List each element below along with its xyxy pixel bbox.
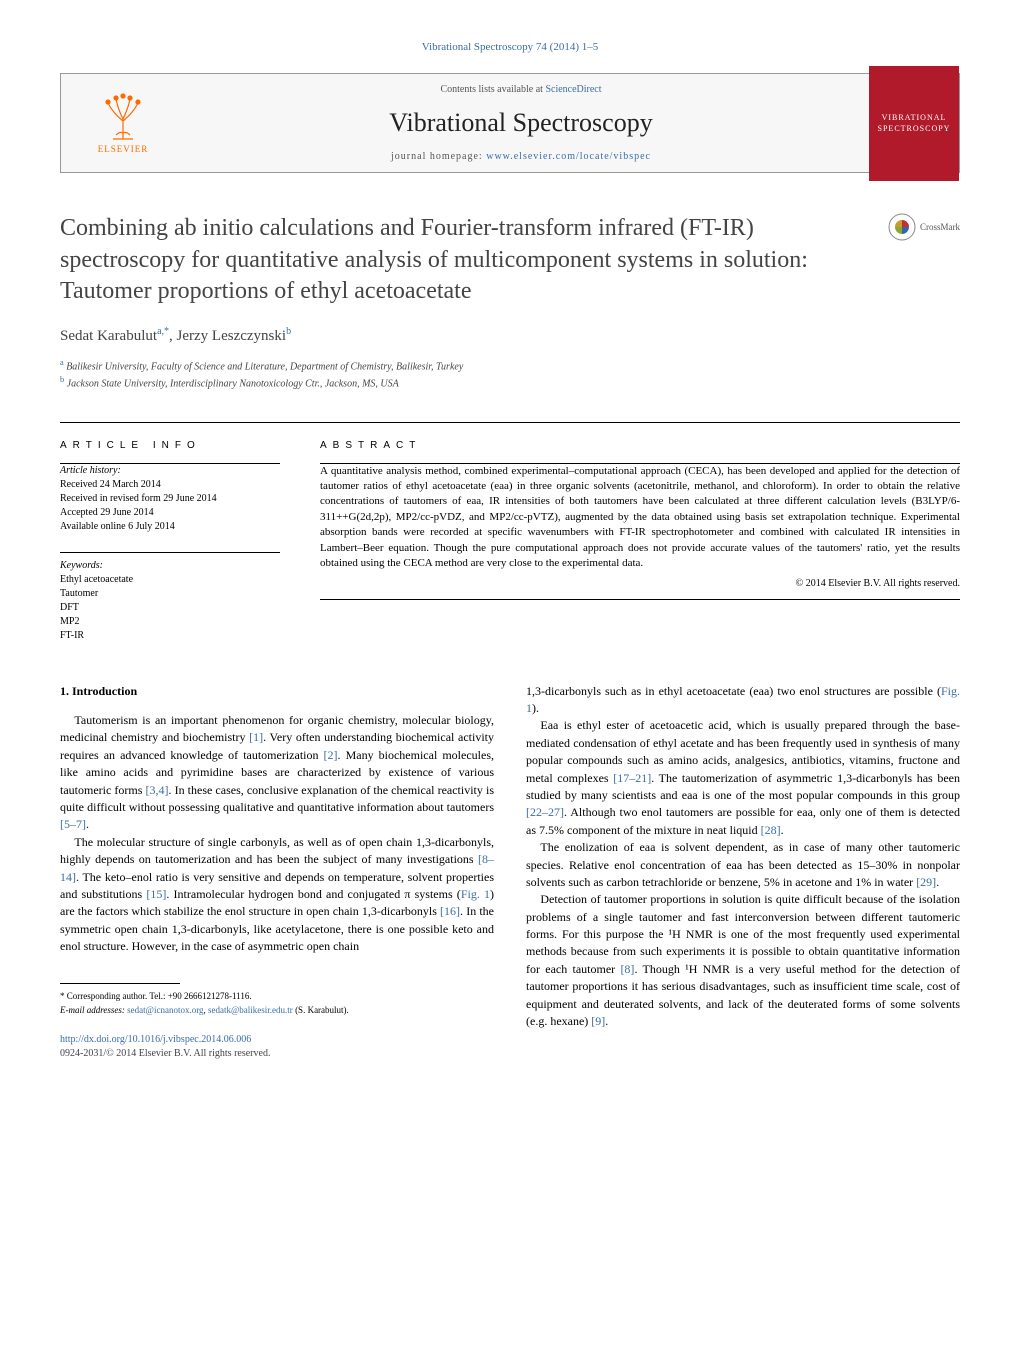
crossmark-label: CrossMark: [920, 221, 960, 234]
journal-name: Vibrational Spectroscopy: [173, 105, 869, 141]
affiliations: a Balikesir University, Faculty of Scien…: [60, 357, 960, 392]
history-accepted: Accepted 29 June 2014: [60, 506, 280, 520]
ref-29[interactable]: [29]: [916, 875, 936, 889]
ref-9[interactable]: [9]: [591, 1014, 605, 1028]
journal-cover-thumbnail: VIBRATIONAL SPECTROSCOPY: [869, 66, 959, 181]
ref-8[interactable]: [8]: [620, 962, 634, 976]
intro-p3: 1,3-dicarbonyls such as in ethyl acetoac…: [526, 683, 960, 718]
banner-center: Contents lists available at ScienceDirec…: [173, 83, 869, 163]
email-1[interactable]: sedat@icnanotox.org: [127, 1005, 203, 1015]
author-2: Jerzy Leszczynski: [177, 328, 287, 344]
ref-2[interactable]: [2]: [324, 748, 338, 762]
corresponding-author: * Corresponding author. Tel.: +90 266612…: [60, 990, 494, 1016]
intro-p1: Tautomerism is an important phenomenon f…: [60, 712, 494, 834]
fig-1-link[interactable]: Fig. 1: [461, 887, 490, 901]
elsevier-tree-icon: [98, 91, 148, 141]
email-2[interactable]: sedatk@balikesir.edu.tr: [208, 1005, 293, 1015]
author-1-sup: a,*: [157, 326, 169, 337]
keyword-4: MP2: [60, 615, 280, 629]
article-info-head: ARTICLE INFO: [60, 439, 280, 453]
abstract-head: ABSTRACT: [320, 439, 960, 453]
info-abstract-row: ARTICLE INFO Article history: Received 2…: [60, 422, 960, 643]
abstract-copyright: © 2014 Elsevier B.V. All rights reserved…: [320, 577, 960, 591]
intro-p5: The enolization of eaa is solvent depend…: [526, 839, 960, 891]
ref-5-7[interactable]: [5–7]: [60, 817, 86, 831]
cover-title: VIBRATIONAL SPECTROSCOPY: [869, 108, 959, 138]
title-block: CrossMark Combining ab initio calculatio…: [60, 213, 960, 391]
author-1: Sedat Karabulut: [60, 328, 157, 344]
history-online: Available online 6 July 2014: [60, 520, 280, 534]
ref-1[interactable]: [1]: [249, 730, 263, 744]
aff-b-sup: b: [60, 375, 64, 384]
contents-prefix: Contents lists available at: [440, 84, 545, 95]
publisher-name: ELSEVIER: [98, 143, 149, 156]
ref-3-4[interactable]: [3,4]: [146, 783, 169, 797]
sciencedirect-link[interactable]: ScienceDirect: [545, 84, 601, 95]
homepage-url[interactable]: www.elsevier.com/locate/vibspec: [486, 151, 651, 162]
doi-link[interactable]: http://dx.doi.org/10.1016/j.vibspec.2014…: [60, 1033, 494, 1048]
keywords-list: Ethyl acetoacetate Tautomer DFT MP2 FT-I…: [60, 573, 280, 643]
elsevier-logo: ELSEVIER: [98, 91, 149, 156]
abstract: ABSTRACT A quantitative analysis method,…: [320, 439, 960, 643]
ref-16[interactable]: [16]: [440, 904, 460, 918]
keyword-5: FT-IR: [60, 629, 280, 643]
ref-28[interactable]: [28]: [761, 823, 781, 837]
history-heading: Article history:: [60, 464, 280, 478]
article-title: Combining ab initio calculations and Fou…: [60, 213, 860, 307]
publisher-logo-block: ELSEVIER: [73, 91, 173, 156]
homepage-line: journal homepage: www.elsevier.com/locat…: [173, 150, 869, 164]
intro-p2: The molecular structure of single carbon…: [60, 834, 494, 956]
aff-a-sup: a: [60, 358, 64, 367]
corr-author-line: * Corresponding author. Tel.: +90 266612…: [60, 990, 494, 1003]
affiliation-a: Balikesir University, Faculty of Science…: [66, 361, 463, 372]
issn-copyright: 0924-2031/© 2014 Elsevier B.V. All right…: [60, 1047, 494, 1062]
intro-p6: Detection of tautomer proportions in sol…: [526, 891, 960, 1030]
affiliation-b: Jackson State University, Interdisciplin…: [67, 379, 399, 390]
keyword-2: Tautomer: [60, 587, 280, 601]
keyword-3: DFT: [60, 601, 280, 615]
history-received: Received 24 March 2014: [60, 478, 280, 492]
article-history: Article history: Received 24 March 2014 …: [60, 464, 280, 534]
authors: Sedat Karabuluta,*, Jerzy Leszczynskib: [60, 325, 960, 347]
footer-doi-block: http://dx.doi.org/10.1016/j.vibspec.2014…: [60, 1033, 494, 1062]
ref-15[interactable]: [15]: [146, 887, 166, 901]
body-col-left: 1. Introduction Tautomerism is an import…: [60, 683, 494, 1062]
history-revised: Received in revised form 29 June 2014: [60, 492, 280, 506]
crossmark-icon: [888, 213, 916, 241]
author-2-sup: b: [286, 326, 291, 337]
ref-22-27[interactable]: [22–27]: [526, 805, 564, 819]
keyword-1: Ethyl acetoacetate: [60, 573, 280, 587]
body-col-right: 1,3-dicarbonyls such as in ethyl acetoac…: [526, 683, 960, 1062]
contents-available: Contents lists available at ScienceDirec…: [173, 83, 869, 97]
header-citation: Vibrational Spectroscopy 74 (2014) 1–5: [60, 40, 960, 55]
journal-banner: ELSEVIER Contents lists available at Sci…: [60, 73, 960, 173]
intro-p4: Eaa is ethyl ester of acetoacetic acid, …: [526, 717, 960, 839]
abstract-text: A quantitative analysis method, combined…: [320, 464, 960, 572]
article-info: ARTICLE INFO Article history: Received 2…: [60, 439, 280, 643]
email-line: E-mail addresses: sedat@icnanotox.org, s…: [60, 1004, 494, 1017]
ref-17-21[interactable]: [17–21]: [613, 771, 651, 785]
keywords-heading: Keywords:: [60, 552, 280, 573]
crossmark-badge[interactable]: CrossMark: [888, 213, 960, 241]
homepage-prefix: journal homepage:: [391, 151, 486, 162]
body-columns: 1. Introduction Tautomerism is an import…: [60, 683, 960, 1062]
footnote-separator: [60, 983, 180, 984]
introduction-heading: 1. Introduction: [60, 683, 494, 700]
